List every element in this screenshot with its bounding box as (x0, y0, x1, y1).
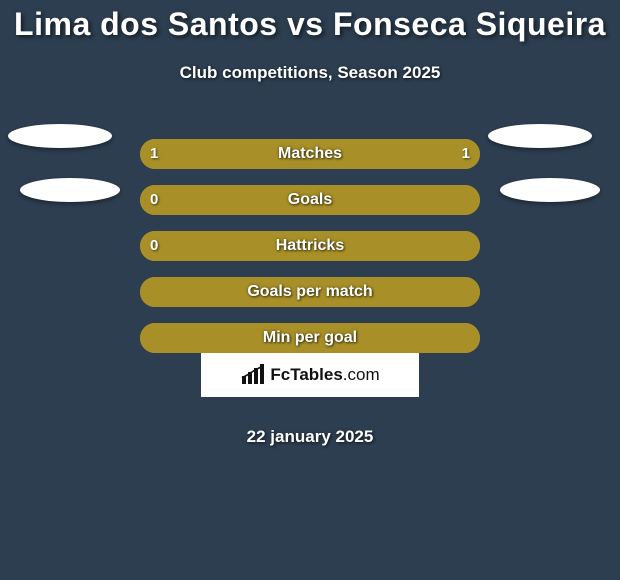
bar-area: 11Matches (140, 139, 480, 169)
logo: FcTables.com (240, 364, 379, 386)
bar-area: 0Hattricks (140, 231, 480, 261)
club-oval (20, 178, 120, 202)
stat-label: Hattricks (140, 231, 480, 261)
logo-text: FcTables.com (270, 365, 379, 385)
bars-icon (240, 364, 266, 386)
stats-rows: 11Matches 0Goals 0Hattricks Goals per match… (0, 131, 620, 361)
bar-area: Goals per match (140, 277, 480, 307)
bar-area: Min per goal (140, 323, 480, 353)
logo-text-main: FcTables (270, 365, 342, 384)
club-oval (488, 124, 592, 148)
date-label: 22 january 2025 (0, 427, 620, 447)
logo-box: FcTables.com (201, 353, 419, 397)
stat-row: 0Hattricks (0, 223, 620, 269)
stat-label: Matches (140, 139, 480, 169)
stat-label: Min per goal (140, 323, 480, 353)
club-oval (8, 124, 112, 148)
logo-text-suffix: .com (343, 365, 380, 384)
bar-area: 0Goals (140, 185, 480, 215)
subtitle: Club competitions, Season 2025 (0, 63, 620, 83)
stat-label: Goals per match (140, 277, 480, 307)
club-oval (500, 178, 600, 202)
page-title: Lima dos Santos vs Fonseca Siqueira (0, 0, 620, 43)
stat-row: Goals per match (0, 269, 620, 315)
infographic-container: Lima dos Santos vs Fonseca Siqueira Club… (0, 0, 620, 580)
stat-label: Goals (140, 185, 480, 215)
